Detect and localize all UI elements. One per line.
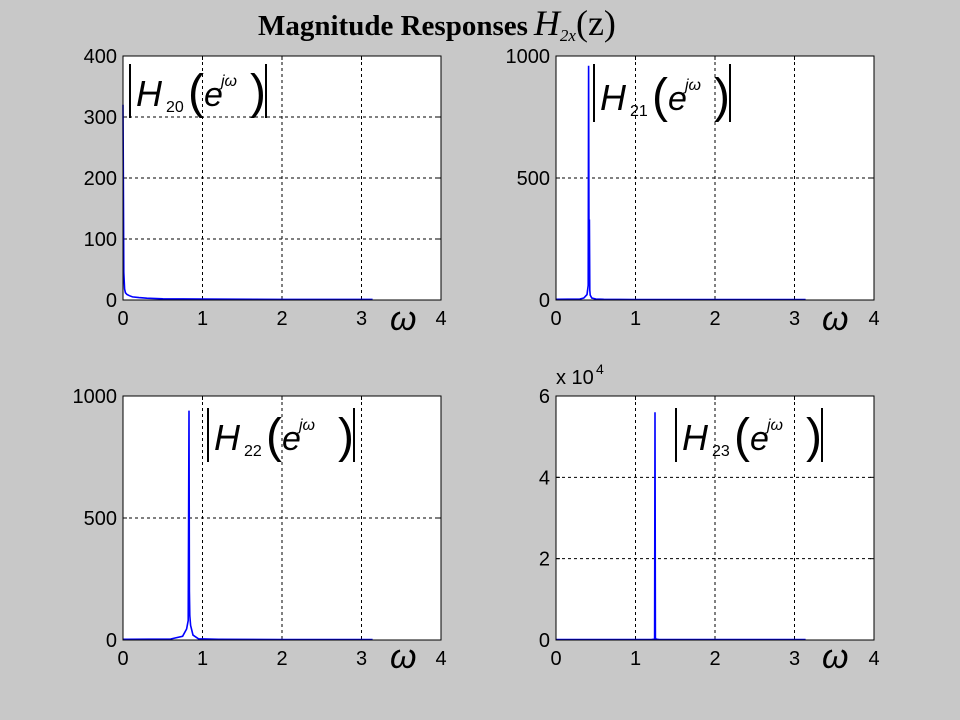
x-tick-label: 1 [197, 308, 208, 330]
annotation-paren-left: ( [734, 410, 750, 463]
annotation-subscript: 20 [166, 99, 184, 116]
annotation-subscript: 22 [244, 443, 262, 460]
annotation-e: e [282, 420, 301, 458]
magnitude-annotation: H 23(ejω) [675, 408, 823, 463]
title-math: H2x(z) [534, 2, 616, 46]
y-tick-label: 0 [106, 630, 117, 652]
magnitude-annotation: H 22(ejω) [207, 408, 355, 463]
title-text: Magnitude Responses [258, 10, 528, 42]
plot-frame [122, 55, 442, 301]
annotation-e: e [750, 420, 769, 458]
x-tick-label: 3 [789, 648, 800, 670]
annotation-base: H [600, 77, 627, 118]
title-math-sub: 2x [559, 26, 576, 45]
annotation-paren-left: ( [188, 66, 204, 119]
annotation-paren-right: ) [338, 410, 354, 463]
y-tick-label: 500 [517, 168, 550, 190]
plot-frame [122, 395, 442, 641]
annotation-exponent: jω [683, 77, 701, 94]
annotation-base: H [682, 417, 709, 458]
x-tick-label: 4 [868, 308, 879, 330]
annotation-paren-right: ) [714, 70, 730, 123]
title-math-arg: (z) [575, 3, 616, 43]
y-tick-label: 1000 [506, 46, 551, 68]
annotation-paren-right: ) [806, 410, 822, 463]
magnitude-annotation: H 20(ejω) [129, 64, 267, 119]
chart-2: 0 1 2 3 4 0 500 1000 ω H 22(ejω) [73, 386, 447, 676]
chart-0: 0 1 2 3 4 0 100 200 300 400 ω H 20(ejω) [84, 46, 447, 338]
y-tick-label: 500 [84, 508, 117, 530]
plot-frame [555, 55, 875, 301]
y-exponent-power: 4 [596, 361, 604, 377]
x-tick-label: 0 [117, 648, 128, 670]
x-tick-label: 2 [276, 308, 287, 330]
annotation-base: H [214, 417, 241, 458]
x-tick-label: 0 [550, 648, 561, 670]
x-axis-label: ω [390, 300, 416, 338]
annotation-base: H [136, 73, 163, 114]
x-axis-label: ω [822, 638, 848, 676]
x-tick-label: 0 [550, 308, 561, 330]
series-line [122, 410, 373, 641]
x-tick-label: 4 [868, 648, 879, 670]
x-axis-label: ω [822, 300, 848, 338]
annotation-e: e [204, 76, 223, 114]
x-axis-label: ω [390, 638, 416, 676]
y-tick-label: 4 [539, 467, 550, 489]
annotation-exponent: jω [765, 417, 783, 434]
y-tick-label: 0 [539, 290, 550, 312]
x-tick-label: 1 [197, 648, 208, 670]
series-line [555, 65, 806, 301]
y-tick-label: 200 [84, 168, 117, 190]
y-tick-label: 300 [84, 107, 117, 129]
title-math-base: H [533, 3, 560, 43]
y-tick-label: 0 [106, 290, 117, 312]
x-tick-label: 3 [356, 648, 367, 670]
annotation-exponent: jω [297, 417, 315, 434]
annotation-subscript: 23 [712, 443, 730, 460]
y-tick-label: 100 [84, 229, 117, 251]
y-tick-label: 400 [84, 46, 117, 68]
series-line [122, 104, 373, 301]
annotation-paren-left: ( [652, 70, 668, 123]
y-exponent-label: x 10 [556, 367, 594, 389]
y-tick-label: 0 [539, 630, 550, 652]
page-title: Magnitude Responses H2x(z) [258, 2, 616, 46]
annotation-e: e [668, 80, 687, 118]
annotation-exponent: jω [219, 73, 237, 90]
annotation-subscript: 21 [630, 103, 648, 120]
x-tick-label: 3 [356, 308, 367, 330]
x-tick-label: 1 [630, 308, 641, 330]
x-tick-label: 2 [709, 308, 720, 330]
chart-1: 0 1 2 3 4 0 500 1000 ω H 21(ejω) [506, 46, 880, 338]
x-tick-label: 1 [630, 648, 641, 670]
annotation-paren-right: ) [250, 66, 266, 119]
x-tick-label: 0 [117, 308, 128, 330]
x-tick-label: 2 [709, 648, 720, 670]
x-tick-label: 3 [789, 308, 800, 330]
annotation-paren-left: ( [266, 410, 282, 463]
y-tick-label: 6 [539, 386, 550, 408]
x-tick-label: 4 [435, 648, 446, 670]
y-tick-label: 2 [539, 549, 550, 571]
magnitude-annotation: H 21(ejω) [593, 64, 731, 123]
x-tick-label: 4 [435, 308, 446, 330]
y-tick-label: 1000 [73, 386, 118, 408]
x-tick-label: 2 [276, 648, 287, 670]
plot-frame [555, 395, 875, 641]
